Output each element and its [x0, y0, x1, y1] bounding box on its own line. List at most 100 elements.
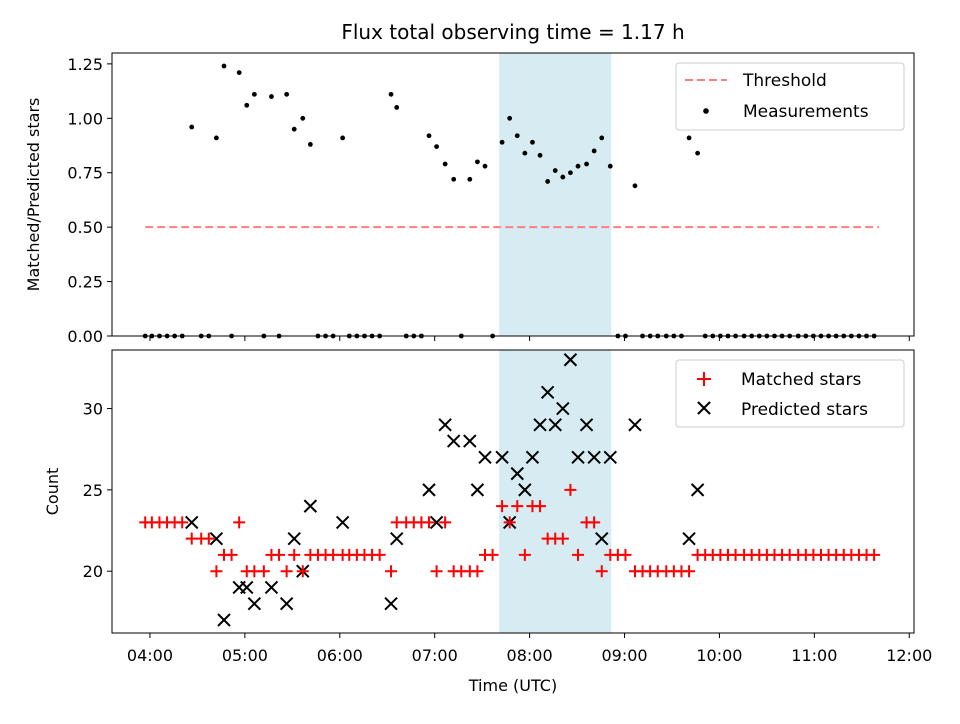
matched-star-point — [385, 565, 398, 578]
predicted-star-point — [563, 353, 578, 367]
measurement-point — [607, 163, 613, 169]
bottom-y-axis-ticks: 20 25 30 — [83, 400, 112, 581]
measurement-point — [221, 63, 227, 69]
measurement-point — [269, 94, 274, 99]
chart-title: Flux total observing time = 1.17 h — [341, 20, 684, 44]
x-tick-label: 09:00 — [601, 646, 647, 665]
measurement-point — [522, 150, 528, 156]
predicted-star-point — [556, 401, 570, 416]
measurement-point — [251, 91, 257, 97]
matched-star-point — [210, 565, 223, 578]
measurement-point — [388, 91, 394, 97]
x-tick-label: 12:00 — [886, 646, 932, 665]
measurement-point — [300, 115, 306, 121]
y-tick-label: 1.00 — [67, 109, 103, 128]
measurement-point — [434, 144, 439, 150]
predicted-star-point — [603, 450, 617, 465]
matched-star-point — [511, 500, 524, 513]
matched-star-point — [534, 500, 547, 513]
top-axes-frame — [111, 52, 915, 337]
x-tick-label: 04:00 — [127, 646, 173, 665]
x-tick-label: 05:00 — [222, 646, 268, 665]
predicted-star-point — [390, 531, 404, 546]
predicted-star-point — [463, 434, 477, 448]
predicted-star-point — [628, 418, 642, 432]
legend-predicted-label: Predicted stars — [741, 400, 868, 420]
predicted-star-point — [335, 515, 350, 530]
matched-star-point — [233, 516, 246, 529]
matched-star-point — [439, 516, 452, 529]
y-tick-label: 0.50 — [67, 218, 103, 237]
y-tick-label: 0.00 — [67, 327, 103, 346]
legend-measurements-label: Measurements — [743, 102, 869, 122]
predicted-star-point — [510, 466, 524, 481]
matched-star-point — [486, 548, 499, 561]
x-axis-label: Time (UTC) — [468, 676, 557, 695]
predicted-star-point — [540, 385, 555, 399]
measurement-point — [214, 135, 219, 141]
x-tick-label: 06:00 — [317, 646, 363, 665]
x-tick-label: 08:00 — [507, 646, 553, 665]
bottom-legend: Matched stars Predicted stars — [675, 359, 905, 428]
top-shaded-span — [499, 53, 612, 336]
predicted-star-point — [571, 450, 585, 465]
predicted-star-point — [240, 580, 254, 595]
measurement-point — [475, 159, 480, 165]
predicted-star-point — [422, 483, 436, 497]
bottom-y-axis-label: Count — [43, 468, 62, 516]
predicted-stars-points — [185, 353, 705, 627]
predicted-star-point — [533, 418, 547, 432]
y-tick-label: 20 — [83, 562, 103, 581]
matched-star-point — [868, 548, 881, 561]
matched-star-point — [556, 532, 569, 545]
matched-stars-points — [139, 483, 881, 578]
measurement-point — [591, 148, 597, 154]
predicted-star-point — [264, 580, 279, 595]
measurement-point — [695, 150, 701, 156]
x-tick-label: 11:00 — [791, 646, 837, 665]
predicted-star-point — [438, 418, 452, 432]
measurement-point — [451, 176, 457, 182]
matched-star-point — [619, 548, 632, 561]
predicted-star-point — [595, 531, 609, 546]
x-tick-label: 07:00 — [412, 646, 458, 665]
bottom-panel: 20 25 30 04:00 05:00 06:00 07:00 08:00 09:00 10:… — [43, 349, 932, 695]
matched-star-point — [496, 500, 509, 513]
legend-predicted-swatch — [697, 401, 711, 415]
measurement-point — [568, 170, 573, 176]
matched-star-point — [280, 565, 293, 578]
measurement-point — [507, 115, 513, 121]
legend-matched-label: Matched stars — [741, 370, 861, 390]
y-tick-label: 0.25 — [67, 273, 103, 292]
matched-star-point — [471, 565, 484, 578]
measurement-point — [426, 133, 432, 139]
matched-star-point — [518, 548, 531, 561]
predicted-star-point — [579, 418, 594, 432]
measurement-point — [584, 161, 589, 167]
predicted-star-point — [247, 597, 262, 611]
predicted-star-point — [217, 613, 231, 627]
measurement-point — [545, 179, 551, 184]
bottom-x-axis-ticks: 04:00 05:00 06:00 07:00 08:00 09:00 10:00 11:00… — [127, 633, 932, 665]
measurement-point — [394, 105, 400, 110]
matched-star-point — [503, 516, 516, 529]
matched-star-point — [588, 516, 601, 529]
x-tick-label: 10:00 — [696, 646, 742, 665]
measurement-point — [499, 139, 505, 145]
predicted-star-point — [518, 483, 532, 497]
measurement-point — [686, 135, 692, 141]
matched-star-point — [373, 548, 386, 561]
matched-star-point — [564, 483, 577, 496]
measurement-point — [560, 174, 566, 180]
top-legend-box — [675, 62, 905, 131]
predicted-star-point — [185, 515, 199, 530]
measurement-point — [599, 135, 605, 141]
measurement-point — [307, 142, 313, 147]
top-legend: Threshold Measurements — [675, 62, 905, 131]
measurement-point — [482, 163, 488, 169]
predicted-star-point — [548, 418, 562, 432]
measurement-point — [442, 161, 448, 167]
predicted-star-point — [279, 597, 294, 611]
matched-star-point — [176, 516, 189, 529]
